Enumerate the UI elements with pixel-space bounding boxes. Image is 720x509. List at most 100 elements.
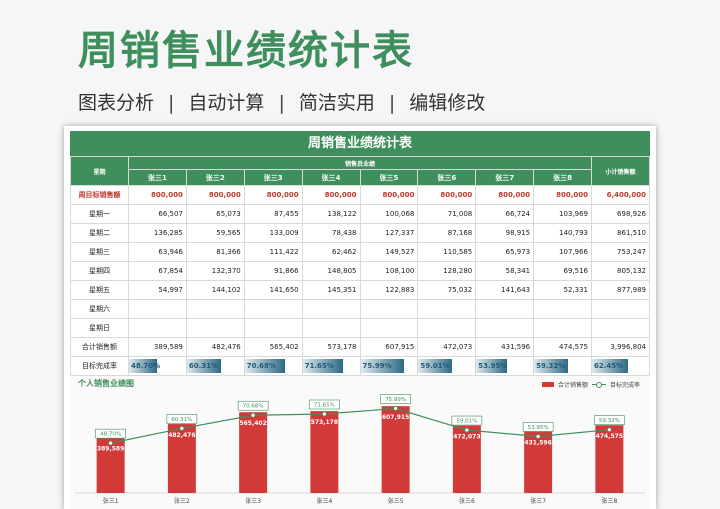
- table-cell[interactable]: [128, 299, 187, 319]
- table-cell[interactable]: 133,009: [243, 223, 303, 243]
- table-cell[interactable]: 71,008: [417, 204, 477, 224]
- completion-rate-cell[interactable]: 60.31%: [185, 356, 245, 376]
- table-cell[interactable]: 431,596: [475, 337, 535, 357]
- completion-rate-cell[interactable]: 70.68%: [243, 356, 303, 376]
- table-cell[interactable]: [533, 318, 592, 338]
- table-cell[interactable]: 103,969: [533, 204, 592, 224]
- table-cell[interactable]: 474,575: [533, 337, 592, 357]
- table-cell[interactable]: 110,585: [417, 242, 477, 262]
- completion-rate-cell[interactable]: 59.01%: [417, 356, 477, 376]
- table-cell[interactable]: 65,973: [475, 242, 535, 262]
- completion-rate-cell[interactable]: 75.99%: [359, 356, 419, 376]
- table-cell[interactable]: 141,643: [475, 280, 535, 300]
- completion-rate-cell[interactable]: 62.45%: [591, 356, 650, 376]
- row-label[interactable]: 星期三: [70, 242, 129, 262]
- row-label[interactable]: 星期四: [70, 261, 129, 281]
- table-cell[interactable]: 66,724: [475, 204, 535, 224]
- table-cell[interactable]: [359, 318, 419, 338]
- line-point[interactable]: [108, 440, 114, 446]
- subtotal-cell[interactable]: 698,926: [591, 204, 650, 224]
- table-cell[interactable]: 800,000: [475, 185, 535, 205]
- table-cell[interactable]: [185, 299, 245, 319]
- table-cell[interactable]: [417, 299, 477, 319]
- table-cell[interactable]: 75,032: [417, 280, 477, 300]
- subtotal-cell[interactable]: [591, 299, 650, 319]
- table-cell[interactable]: 800,000: [301, 185, 361, 205]
- table-cell[interactable]: 87,455: [243, 204, 303, 224]
- table-cell[interactable]: 87,168: [417, 223, 477, 243]
- completion-rate-cell[interactable]: 71.65%: [301, 356, 361, 376]
- table-cell[interactable]: 132,370: [185, 261, 245, 281]
- table-cell[interactable]: [359, 299, 419, 319]
- table-cell[interactable]: [301, 299, 361, 319]
- table-cell[interactable]: [243, 318, 303, 338]
- table-cell[interactable]: [243, 299, 303, 319]
- table-cell[interactable]: 149,527: [359, 242, 419, 262]
- table-cell[interactable]: 482,476: [185, 337, 245, 357]
- table-cell[interactable]: 52,331: [533, 280, 592, 300]
- bar-张三5[interactable]: [381, 406, 410, 493]
- table-cell[interactable]: 108,100: [359, 261, 419, 281]
- bar-张三7[interactable]: [524, 431, 553, 493]
- table-cell[interactable]: 122,883: [359, 280, 419, 300]
- subtotal-cell[interactable]: 877,989: [591, 280, 650, 300]
- table-cell[interactable]: [185, 318, 245, 338]
- line-point[interactable]: [321, 411, 327, 417]
- table-cell[interactable]: 59,565: [185, 223, 245, 243]
- line-point[interactable]: [393, 406, 399, 411]
- bar-张三3[interactable]: [239, 412, 268, 493]
- subtotal-cell[interactable]: 6,400,000: [591, 185, 650, 205]
- table-cell[interactable]: 107,966: [533, 242, 592, 262]
- row-label[interactable]: 星期六: [70, 299, 129, 319]
- table-cell[interactable]: 78,438: [301, 223, 361, 243]
- table-cell[interactable]: 128,280: [417, 261, 477, 281]
- table-cell[interactable]: 62,462: [301, 242, 361, 262]
- table-cell[interactable]: [533, 299, 592, 319]
- line-point[interactable]: [535, 434, 541, 439]
- table-cell[interactable]: 472,073: [417, 337, 477, 357]
- table-cell[interactable]: 565,402: [243, 337, 303, 357]
- table-cell[interactable]: 111,422: [243, 242, 303, 262]
- table-cell[interactable]: 136,285: [128, 223, 187, 243]
- table-cell[interactable]: 65,073: [185, 204, 245, 224]
- table-cell[interactable]: 573,178: [301, 337, 361, 357]
- completion-rate-cell[interactable]: 48.70%: [128, 356, 187, 376]
- bar-张三1[interactable]: [96, 437, 125, 493]
- table-cell[interactable]: 127,337: [359, 223, 419, 243]
- table-cell[interactable]: 63,946: [128, 242, 187, 262]
- table-cell[interactable]: 100,068: [359, 204, 419, 224]
- table-cell[interactable]: [475, 299, 535, 319]
- bar-张三8[interactable]: [595, 425, 624, 493]
- table-cell[interactable]: [128, 318, 187, 338]
- table-cell[interactable]: 58,341: [475, 261, 535, 281]
- table-cell[interactable]: 800,000: [417, 185, 477, 205]
- subtotal-cell[interactable]: 861,510: [591, 223, 650, 243]
- table-cell[interactable]: 140,793: [533, 223, 592, 243]
- table-cell[interactable]: [417, 318, 477, 338]
- table-cell[interactable]: 800,000: [185, 185, 245, 205]
- table-cell[interactable]: 91,866: [243, 261, 303, 281]
- table-cell[interactable]: [475, 318, 535, 338]
- row-label[interactable]: 星期五: [70, 280, 129, 300]
- table-cell[interactable]: 54,997: [128, 280, 187, 300]
- row-label[interactable]: 星期一: [70, 204, 129, 224]
- table-cell[interactable]: 800,000: [243, 185, 303, 205]
- bar-张三4[interactable]: [310, 411, 339, 493]
- table-cell[interactable]: [301, 318, 361, 338]
- table-cell[interactable]: 67,854: [128, 261, 187, 281]
- table-cell[interactable]: 607,915: [359, 337, 419, 357]
- table-cell[interactable]: 141,650: [243, 280, 303, 300]
- row-label[interactable]: 星期二: [70, 223, 129, 243]
- line-point[interactable]: [179, 426, 185, 431]
- table-cell[interactable]: 145,351: [301, 280, 361, 300]
- table-cell[interactable]: 81,366: [185, 242, 245, 262]
- row-label[interactable]: 合计销售额: [70, 337, 129, 357]
- line-point[interactable]: [250, 412, 256, 418]
- table-cell[interactable]: 148,805: [301, 261, 361, 281]
- row-label[interactable]: 周目标销售额: [70, 185, 129, 205]
- table-cell[interactable]: 98,915: [475, 223, 535, 243]
- table-cell[interactable]: 800,000: [533, 185, 592, 205]
- row-label[interactable]: 星期日: [70, 318, 129, 338]
- table-cell[interactable]: 66,507: [128, 204, 187, 224]
- row-label[interactable]: 目标完成率: [70, 356, 129, 376]
